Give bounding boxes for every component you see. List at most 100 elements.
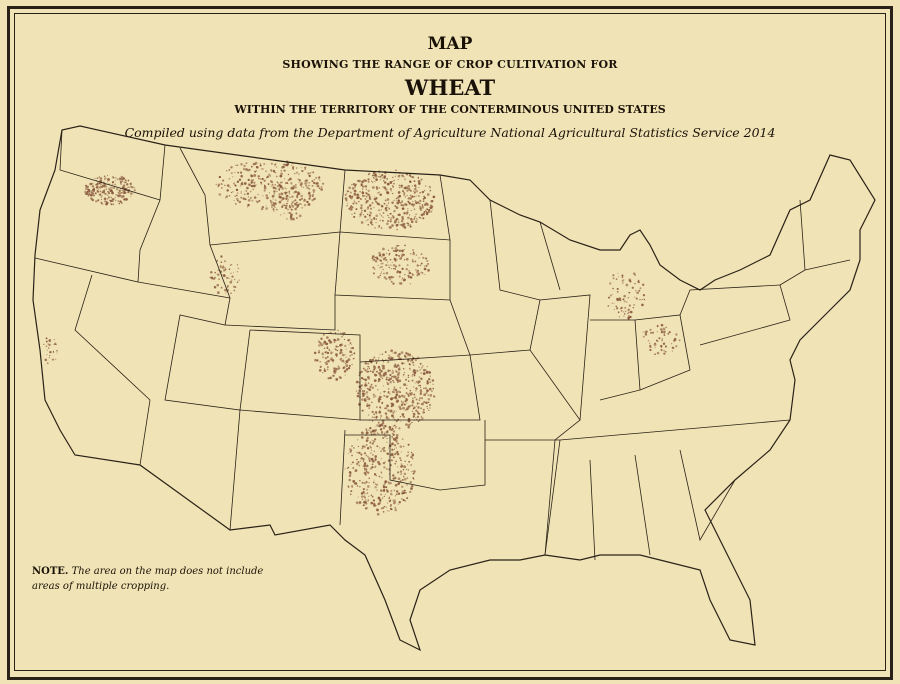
wheat-dot [362,465,365,467]
wheat-dot [319,361,321,363]
wheat-dot [371,442,374,445]
wheat-dot [391,185,394,187]
wheat-dot [46,354,48,356]
wheat-dot [365,180,367,182]
wheat-dot [286,162,290,166]
wheat-dot [381,432,383,435]
wheat-dot [388,226,392,229]
wheat-dot [251,179,254,182]
wheat-dot [417,201,420,203]
wheat-dot [371,180,373,182]
wheat-dot [403,192,406,195]
wheat-dot [388,510,390,512]
wheat-dot [425,370,429,374]
wheat-dot [107,191,111,195]
wheat-dot [126,186,128,188]
wheat-dot [393,388,396,391]
wheat-dot [418,399,421,402]
wheat-dot [286,191,289,194]
wheat-dot [326,366,329,369]
wheat-dot [392,474,395,477]
wheat-dot [363,195,366,197]
wheat-dot [392,282,395,285]
wheat-dot [655,339,658,342]
wheat-dot [279,174,283,178]
wheat-dot [112,186,116,189]
wheat-dot [373,450,375,452]
wheat-dot [290,208,293,211]
wheat-dot [392,425,395,427]
wheat-dot [374,466,377,469]
wheat-dot [364,378,368,382]
wheat-dot [96,182,99,185]
wheat-dot [97,188,99,190]
wheat-dot [371,495,374,498]
wheat-dot [326,351,330,355]
wheat-dot [298,214,302,218]
wheat-dot [410,405,412,407]
wheat-dot [407,360,409,363]
wheat-dot [386,510,388,512]
wheat-dot [362,488,365,491]
wheat-dot [286,200,289,202]
wheat-dot [105,177,107,180]
wheat-dot [613,302,615,304]
wheat-dot [102,203,104,205]
wheat-dot [388,207,391,210]
wheat-dot [420,377,423,380]
wheat-dot [420,372,422,374]
wheat-dot [663,334,666,336]
wheat-dot [374,456,377,459]
wheat-dot [391,224,394,227]
wheat-dot [299,183,302,187]
wheat-dot [282,165,285,169]
wheat-dot [407,224,410,227]
wheat-dot [636,291,639,295]
wheat-dot [389,187,392,191]
wheat-dot [382,425,384,427]
wheat-dot [407,405,410,409]
wheat-dot [627,296,630,299]
wheat-dot [129,192,133,195]
wheat-dot [324,356,328,360]
wheat-dot [406,174,408,176]
wheat-dot [407,376,410,379]
wheat-dot [269,192,271,194]
wheat-dot [96,185,99,189]
wheat-dot [289,177,292,181]
wheat-dot [232,285,236,288]
wheat-dot [99,190,102,193]
wheat-dot [621,276,624,278]
wheat-dot [388,418,390,420]
wheat-dot [405,408,409,411]
wheat-dot [404,178,406,181]
wheat-dot [346,202,349,204]
wheat-dot [382,485,386,489]
wheat-dot [408,173,412,177]
wheat-dot [259,178,262,180]
wheat-dot [392,430,396,433]
wheat-dot [318,185,320,188]
wheat-dot [281,205,284,208]
wheat-dot [422,217,425,220]
wheat-dot [366,370,369,373]
wheat-dot [363,495,366,498]
wheat-dot [375,197,378,199]
wheat-dot [389,373,392,377]
wheat-dot [107,178,110,181]
wheat-dot [373,396,375,398]
wheat-dot [412,370,415,373]
wheat-dot [416,264,419,267]
wheat-dot [379,500,382,502]
wheat-dot [355,202,358,205]
wheat-dot [356,451,358,454]
wheat-dot [432,195,436,199]
wheat-dot [397,477,401,481]
wheat-dot [370,449,373,451]
wheat-dot [342,359,345,362]
wheat-dot [386,222,389,226]
wheat-dot [373,356,376,359]
wheat-dot [609,294,612,297]
wheat-dot [353,212,356,214]
wheat-dot [403,249,405,251]
